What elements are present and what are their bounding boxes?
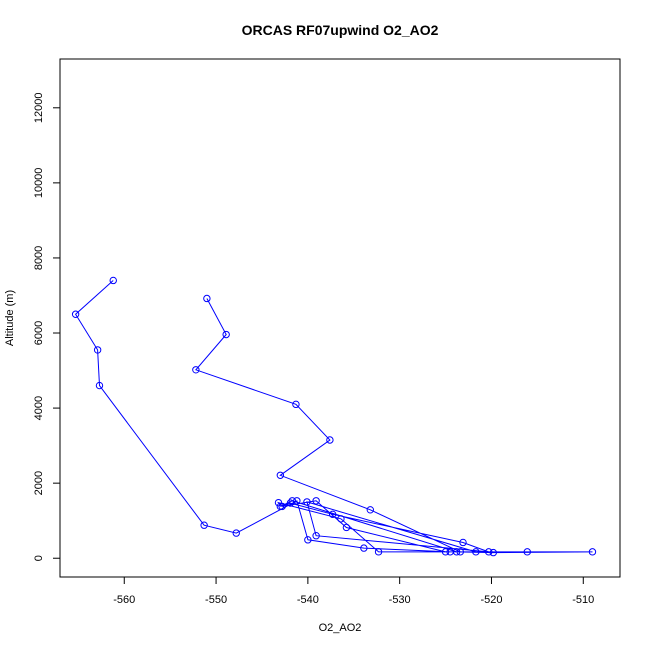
data-point bbox=[200, 521, 208, 529]
x-axis-title: O2_AO2 bbox=[319, 622, 362, 634]
y-tick-label: 6000 bbox=[33, 321, 45, 345]
data-point bbox=[523, 548, 531, 556]
data-point bbox=[312, 532, 320, 540]
data-point bbox=[278, 502, 286, 511]
data-point bbox=[441, 548, 450, 556]
data-point bbox=[489, 548, 498, 557]
y-tick-label: 10000 bbox=[33, 168, 45, 199]
data-point bbox=[203, 294, 211, 303]
x-tick-label: -540 bbox=[297, 594, 319, 606]
data-point bbox=[328, 510, 337, 519]
x-tick-label: -510 bbox=[572, 594, 594, 606]
data-point bbox=[366, 506, 374, 514]
x-tick-label: -530 bbox=[389, 594, 411, 606]
y-tick-label: 2000 bbox=[33, 471, 45, 495]
data-point bbox=[452, 548, 461, 556]
data-point bbox=[192, 366, 200, 374]
data-point bbox=[95, 381, 104, 390]
y-tick-label: 8000 bbox=[33, 246, 45, 270]
data-point bbox=[222, 330, 230, 339]
y-tick-label: 4000 bbox=[33, 396, 45, 420]
y-tick-label: 12000 bbox=[33, 93, 45, 124]
data-point bbox=[588, 548, 597, 556]
data-point bbox=[274, 498, 283, 507]
y-tick-label: 0 bbox=[33, 555, 45, 561]
data-point bbox=[459, 538, 467, 547]
data-point bbox=[312, 497, 320, 505]
data-point bbox=[286, 499, 295, 507]
data-point bbox=[374, 548, 383, 556]
data-point bbox=[485, 548, 493, 556]
data-point bbox=[292, 400, 300, 409]
data-point bbox=[337, 515, 345, 523]
y-axis: 0 2000 4000 6000 8000 10000 12000 bbox=[33, 93, 61, 561]
data-point bbox=[360, 544, 368, 552]
data-point bbox=[472, 548, 480, 556]
series-layer bbox=[71, 276, 597, 557]
data-point bbox=[71, 310, 80, 318]
data-point bbox=[232, 529, 240, 537]
data-point bbox=[342, 523, 351, 532]
data-point bbox=[276, 471, 285, 479]
y-axis-title: Altitude (m) bbox=[4, 290, 16, 346]
data-point bbox=[288, 497, 296, 505]
data-point bbox=[109, 276, 117, 285]
series-line bbox=[74, 280, 593, 554]
data-point bbox=[456, 548, 464, 556]
data-point bbox=[326, 436, 334, 444]
data-point bbox=[293, 497, 301, 505]
x-tick-label: -550 bbox=[205, 594, 227, 606]
data-point bbox=[93, 346, 102, 354]
plot-area-frame bbox=[59, 58, 621, 578]
chart-title: ORCAS RF07upwind O2_AO2 bbox=[242, 22, 439, 38]
x-axis: -560 -550 -540 -530 -520 -510 bbox=[113, 576, 594, 606]
data-point bbox=[304, 536, 312, 544]
x-tick-label: -520 bbox=[480, 594, 502, 606]
x-tick-label: -560 bbox=[113, 594, 135, 606]
data-point bbox=[303, 498, 311, 506]
